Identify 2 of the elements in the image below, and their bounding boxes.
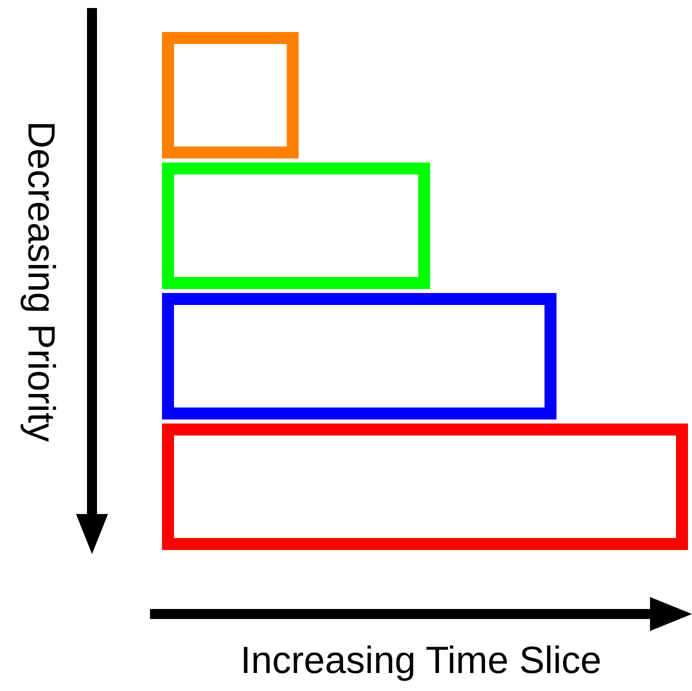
x-axis-title: Increasing Time Slice [239, 640, 603, 683]
y-axis-title: Decreasing Priority [18, 120, 62, 444]
